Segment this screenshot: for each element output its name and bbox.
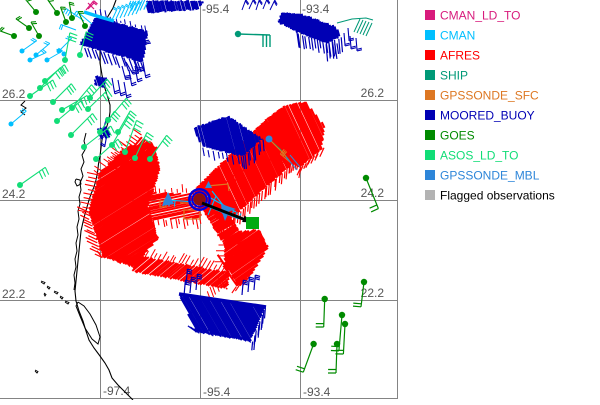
svg-text:-97.4: -97.4 <box>103 384 131 398</box>
svg-text:-93.4: -93.4 <box>303 385 331 399</box>
svg-text:Flagged observations: Flagged observations <box>440 189 555 203</box>
svg-text:MOORED_BUOY: MOORED_BUOY <box>440 109 535 123</box>
svg-text:ASOS_LD_TO: ASOS_LD_TO <box>440 149 518 163</box>
svg-text:GPSSONDE_MBL: GPSSONDE_MBL <box>440 169 540 183</box>
svg-text:24.2: 24.2 <box>2 187 26 201</box>
svg-text:-95.4: -95.4 <box>203 385 231 399</box>
svg-text:CMAN: CMAN <box>440 29 475 43</box>
svg-text:22.2: 22.2 <box>361 286 385 300</box>
svg-text:GOES: GOES <box>440 129 475 143</box>
svg-text:CMAN_LD_TO: CMAN_LD_TO <box>440 9 520 23</box>
svg-text:GPSSONDE_SFC: GPSSONDE_SFC <box>440 89 539 103</box>
svg-text:SHIP: SHIP <box>440 69 468 83</box>
svg-text:26.2: 26.2 <box>2 87 26 101</box>
svg-text:-95.4: -95.4 <box>202 2 230 16</box>
svg-text:26.2: 26.2 <box>361 86 385 100</box>
svg-text:22.2: 22.2 <box>2 287 26 301</box>
svg-text:AFRES: AFRES <box>440 49 480 63</box>
svg-text:-93.4: -93.4 <box>302 2 330 16</box>
